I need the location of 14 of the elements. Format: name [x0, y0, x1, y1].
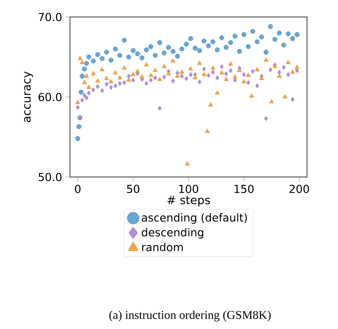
x-tick-label: 0 [74, 184, 80, 194]
legend-label: descending [142, 228, 204, 239]
x-tick-label: 50 [127, 184, 140, 194]
x-tick-label: 100 [179, 184, 198, 194]
y-tick-label: 70.0 [38, 12, 62, 22]
x-tick-label: 150 [234, 184, 254, 194]
legend-label: random [142, 242, 183, 252]
x-axis-title: # steps [167, 196, 210, 207]
y-tick-label: 50.0 [38, 172, 62, 182]
y-tick-label: 60.0 [38, 92, 62, 102]
x-tick-label: 200 [290, 184, 309, 194]
legend-label: ascending (default) [142, 213, 247, 224]
text: (a) instruction ordering (GSM8K) [109, 310, 271, 322]
y-axis-title: accuracy [24, 71, 33, 122]
